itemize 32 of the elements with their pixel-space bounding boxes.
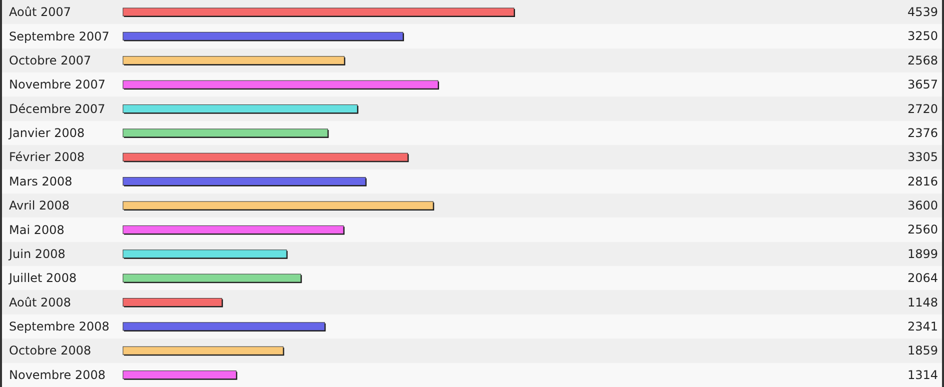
data-label: 2064 <box>907 271 938 286</box>
data-label: 2816 <box>907 174 938 188</box>
data-label: 3600 <box>907 198 938 212</box>
data-label: 4539 <box>907 5 938 19</box>
y-tick-label: Avril 2008 <box>9 198 70 213</box>
y-tick-label: Janvier 2008 <box>8 126 85 140</box>
data-label: 1148 <box>907 295 938 310</box>
y-tick-label: Novembre 2008 <box>9 368 106 382</box>
y-tick-label: Septembre 2007 <box>9 29 110 44</box>
data-label: 2376 <box>907 126 938 140</box>
data-label: 3305 <box>907 150 938 164</box>
data-label: 2720 <box>907 102 938 116</box>
y-tick-label: Juillet 2008 <box>8 271 77 286</box>
y-tick-label: Décembre 2007 <box>9 102 106 116</box>
y-tick-label: Octobre 2008 <box>9 344 92 358</box>
data-label: 2568 <box>907 53 938 68</box>
data-label: 3250 <box>907 29 938 44</box>
y-tick-label: Juin 2008 <box>8 246 66 261</box>
data-label: 1859 <box>907 344 938 358</box>
y-tick-label: Mars 2008 <box>9 174 72 188</box>
y-tick-label: Mai 2008 <box>9 222 64 237</box>
y-tick-label: Octobre 2007 <box>9 53 92 68</box>
y-tick-label: Août 2008 <box>9 295 72 310</box>
data-label: 1314 <box>907 368 938 382</box>
data-label: 3657 <box>907 78 938 92</box>
data-label: 1899 <box>907 246 938 261</box>
y-tick-label: Août 2007 <box>9 5 72 20</box>
y-tick-label: Novembre 2007 <box>9 78 106 92</box>
data-label: 2560 <box>907 222 938 237</box>
y-tick-label: Septembre 2008 <box>9 320 110 334</box>
data-label: 2341 <box>907 319 938 334</box>
y-tick-label: Février 2008 <box>9 150 85 164</box>
